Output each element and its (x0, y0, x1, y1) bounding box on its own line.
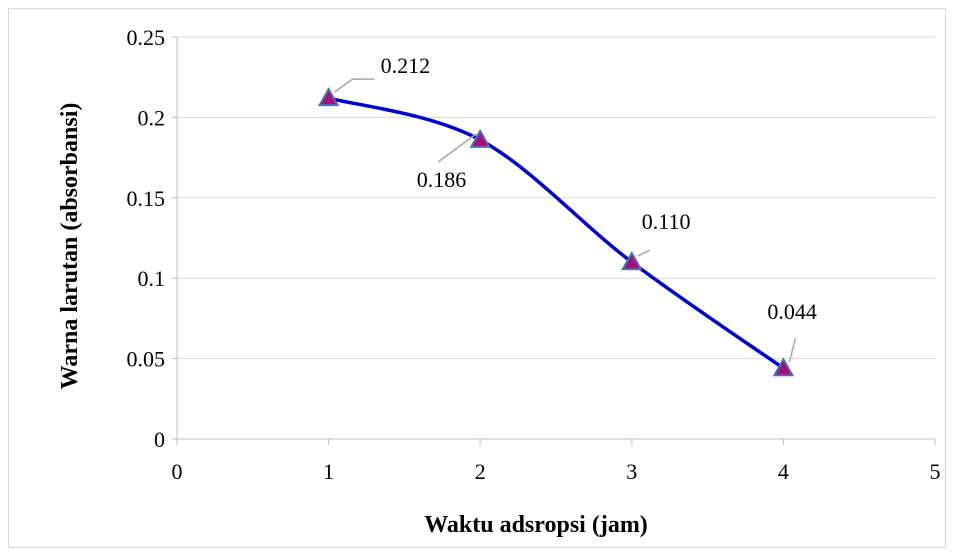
y-tick-label: 0.25 (127, 25, 166, 50)
y-tick-label: 0 (154, 427, 165, 452)
x-tick-label: 3 (626, 459, 637, 484)
data-point-marker (772, 357, 795, 377)
data-label: 0.044 (767, 299, 817, 324)
data-label-leader (788, 338, 797, 363)
x-tick-label: 1 (323, 459, 334, 484)
data-label-leader (334, 78, 354, 93)
data-label: 0.110 (642, 209, 691, 234)
y-tick-label: 0.2 (138, 105, 166, 130)
data-point-marker (317, 87, 340, 107)
x-tick-label: 2 (475, 459, 486, 484)
data-label-leader (437, 133, 477, 163)
data-labels: 0.212 0.186 0.110 0.044 (334, 53, 817, 363)
y-tick-labels: 0 0.05 0.1 0.15 0.2 0.25 (127, 25, 166, 452)
x-tick-label: 5 (930, 459, 941, 484)
gridlines (177, 36, 935, 360)
series-line (328, 96, 785, 370)
data-label: 0.186 (417, 167, 467, 192)
y-tick-label: 0.15 (127, 186, 166, 211)
data-label: 0.212 (381, 53, 431, 78)
y-axis-title: Warna larutan (absorbansi) (57, 103, 83, 390)
x-axis-title: Waktu adsropsi (jam) (424, 512, 648, 538)
data-label-leader (637, 249, 651, 257)
y-tick-label: 0.1 (138, 266, 166, 291)
series-line-group (317, 87, 795, 377)
x-tick-labels: 0 1 2 3 4 5 (172, 459, 941, 484)
x-tick-label: 4 (778, 459, 789, 484)
data-point-marker (469, 128, 491, 148)
y-tick-label: 0.05 (127, 347, 166, 372)
data-point-marker (621, 251, 643, 271)
x-tick-label: 0 (172, 459, 183, 484)
axes (172, 36, 936, 445)
